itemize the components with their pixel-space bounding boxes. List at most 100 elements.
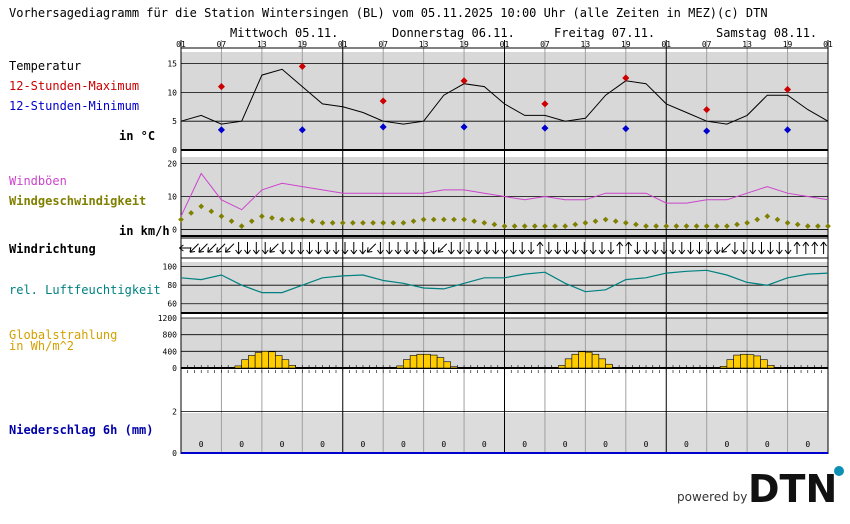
wind-arrow-icon [616, 241, 624, 254]
wind-arrow-head [492, 249, 500, 255]
wind-arrow-icon [492, 242, 500, 255]
wind-arrow-head [216, 247, 222, 253]
temperature-series [180, 62, 829, 135]
wind-arrow-shaft [721, 243, 731, 253]
wind-arrow-icon [394, 242, 402, 255]
tmax-point [784, 85, 792, 94]
wind-arrow-icon [244, 242, 251, 255]
wind-arrow-head [207, 247, 213, 253]
wind-speed-point [825, 223, 831, 229]
label-temp-unit: in °C [119, 129, 155, 143]
wind-speed-point [238, 223, 245, 229]
wind-arrow-head [784, 249, 792, 255]
wind-series [178, 172, 831, 229]
chart-title: Vorhersagediagramm für die Station Winte… [9, 6, 717, 20]
wind-arrow-icon [501, 242, 508, 255]
wind-arrow-head [510, 249, 517, 255]
wind-speed-point [360, 220, 366, 226]
wind-speed-point [501, 223, 508, 229]
radiation-bar [740, 353, 748, 369]
wind-speed-point [319, 220, 326, 226]
wind-arrow-icon [279, 242, 287, 255]
wind-speed-point [410, 218, 417, 225]
y-tick-label: 60 [167, 300, 177, 309]
tmax-point [622, 74, 630, 82]
wind-arrow-icon [421, 242, 429, 255]
wind-arrow-icon [297, 242, 305, 255]
wind-arrow-head [758, 249, 765, 255]
radiation-bar [558, 365, 566, 369]
radiation-bar [436, 357, 445, 369]
precip-value-label: 0 [724, 440, 729, 449]
wind-arrow-head [447, 249, 455, 255]
wind-arrow-icon [589, 242, 597, 255]
wind-speed-point [420, 216, 427, 223]
radiation-bar [753, 355, 761, 369]
wind-arrow-icon [198, 243, 208, 253]
wind-speed-point [430, 216, 437, 223]
wind-arrow-icon [704, 242, 712, 255]
wind-arrow-head [740, 249, 748, 255]
wind-arrow-head [261, 249, 269, 255]
wind-arrow-icon [306, 242, 313, 255]
label-wind-direction: Windrichtung [9, 242, 96, 256]
humidity-series [180, 269, 829, 294]
wind-speed-point [703, 223, 710, 229]
wind-speed-point [400, 220, 407, 226]
wind-speed-point [794, 221, 801, 228]
y-tick-label: 800 [163, 331, 178, 340]
wind-arrow-head [341, 249, 349, 255]
wind-speed-point [724, 223, 730, 229]
wind-arrow-icon [775, 242, 783, 255]
wind-arrow-icon [341, 242, 349, 255]
wind-arrow-icon [554, 242, 562, 255]
wind-arrow-icon [376, 242, 384, 255]
wind-arrow-icon [189, 243, 199, 253]
y-tick-labels: 0 5 10 15 0 10 20 60 80 100 0 400 800 1200 0 2 [158, 60, 177, 458]
y-tick-label: 10 [167, 193, 177, 202]
wind-arrow-icon [634, 242, 641, 255]
wind-arrow-icon [261, 242, 269, 255]
powered-by-text: powered by [677, 490, 747, 504]
wind-speed-point [511, 223, 518, 229]
wind-arrow-icon [572, 242, 579, 255]
wind-arrow-head [651, 249, 659, 255]
wind-arrow-icon [651, 242, 659, 255]
precip-value-label: 0 [199, 440, 204, 449]
radiation-bar [598, 358, 606, 369]
tmax-point [298, 62, 306, 70]
wind-speed-point [602, 216, 609, 223]
radiation-bar [719, 366, 728, 369]
wind-speed-point [178, 216, 184, 223]
wind-arrow-icon [314, 242, 322, 255]
radiation-bar [760, 359, 768, 369]
wind-arrow-icon [713, 242, 721, 255]
day-label: Mittwoch 05.11. [230, 26, 338, 40]
wind-speed-point [764, 213, 771, 220]
wind-arrow-head [642, 249, 650, 255]
wind-arrow-head [811, 241, 819, 247]
wind-speed-point [562, 223, 568, 229]
y-tick-label: 0 [172, 449, 177, 458]
wind-speed-point [774, 216, 781, 223]
wind-arrow-head [252, 249, 260, 255]
radiation-bar [409, 355, 418, 369]
precip-value-label: 0 [684, 440, 689, 449]
wind-arrow-head [288, 249, 296, 255]
wind-speed-point [683, 223, 690, 229]
wind-speed-point [461, 216, 467, 223]
wind-arrow-icon [767, 242, 774, 255]
wind-arrow-icon [721, 243, 731, 253]
wind-arrow-head [607, 249, 615, 255]
wind-arrow-head [366, 247, 373, 253]
wind-arrow-shaft [225, 243, 235, 253]
wind-speed-point [329, 220, 336, 226]
wind-speed-point [531, 223, 538, 229]
radiation-bar [403, 359, 411, 369]
wind-speed-point [228, 218, 235, 225]
wind-arrow-icon [518, 242, 526, 255]
wind-arrow-shaft [216, 243, 226, 253]
label-radiation-unit: in Wh/m^2 [9, 339, 74, 353]
label-tmax: 12-Stunden-Maximum [9, 79, 139, 93]
